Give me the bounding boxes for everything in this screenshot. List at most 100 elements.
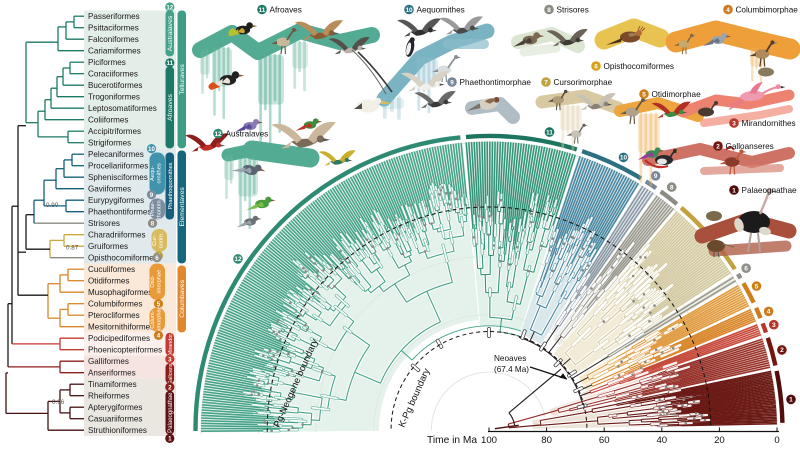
- svg-text:Passeriformes: Passeriformes: [88, 12, 140, 21]
- svg-text:8: 8: [670, 184, 674, 191]
- svg-text:Phaethontimorphae: Phaethontimorphae: [460, 78, 532, 87]
- svg-text:(67.4 Ma): (67.4 Ma): [494, 365, 529, 374]
- svg-text:5: 5: [755, 283, 759, 290]
- svg-text:3: 3: [168, 356, 172, 363]
- svg-text:0.90: 0.90: [46, 202, 59, 209]
- svg-text:Opisthocomiformes: Opisthocomiformes: [604, 62, 675, 71]
- svg-text:sorim.: sorim.: [159, 232, 165, 248]
- svg-text:Australaves: Australaves: [226, 130, 269, 139]
- svg-text:Trogoniformes: Trogoniformes: [88, 93, 140, 102]
- svg-text:Columbimorphae: Columbimorphae: [736, 6, 799, 15]
- svg-text:Telluraves: Telluraves: [179, 64, 186, 95]
- svg-text:Columbiformes: Columbiformes: [88, 300, 142, 309]
- svg-text:20: 20: [714, 435, 725, 446]
- svg-text:Phae-: Phae-: [150, 201, 156, 216]
- svg-text:Neoaves: Neoaves: [494, 354, 526, 363]
- svg-text:6: 6: [594, 63, 598, 70]
- svg-text:Mirandor.: Mirandor.: [168, 333, 174, 355]
- svg-text:Gaviiformes: Gaviiformes: [88, 185, 131, 194]
- svg-text:8: 8: [151, 221, 155, 228]
- svg-text:11: 11: [259, 7, 266, 14]
- svg-text:Leptosomatiformes: Leptosomatiformes: [88, 104, 157, 113]
- svg-text:1: 1: [789, 397, 793, 404]
- svg-text:imorphae: imorphae: [157, 270, 163, 294]
- svg-text:Musophagiformes: Musophagiformes: [88, 288, 152, 297]
- svg-text:Phaethontiformes: Phaethontiformes: [88, 208, 151, 217]
- svg-text:0.96: 0.96: [52, 399, 65, 406]
- svg-text:2: 2: [780, 347, 784, 354]
- svg-text:3: 3: [732, 120, 736, 127]
- svg-text:Strisores: Strisores: [557, 6, 589, 15]
- svg-text:Afroaves: Afroaves: [167, 93, 174, 120]
- svg-text:Galloanseres: Galloanseres: [726, 142, 774, 151]
- svg-text:Gruiformes: Gruiformes: [88, 242, 128, 251]
- svg-text:4: 4: [767, 309, 771, 316]
- svg-text:Sphenisciformes: Sphenisciformes: [88, 173, 148, 182]
- svg-text:5: 5: [642, 91, 646, 98]
- svg-text:Time in Ma: Time in Ma: [427, 435, 477, 446]
- svg-text:6: 6: [744, 266, 748, 273]
- svg-text:Aequ-: Aequ-: [150, 166, 156, 181]
- svg-text:ornithes: ornithes: [157, 163, 163, 183]
- svg-text:6: 6: [155, 255, 159, 262]
- svg-text:Galloans.: Galloans.: [168, 362, 174, 385]
- svg-text:40: 40: [656, 435, 667, 446]
- svg-text:Otidiformes: Otidiformes: [88, 277, 129, 286]
- svg-text:Mirandornithes: Mirandornithes: [742, 119, 796, 128]
- svg-text:10: 10: [405, 7, 413, 14]
- svg-text:12: 12: [214, 131, 222, 138]
- svg-text:Cursorimorphae: Cursorimorphae: [554, 78, 613, 87]
- svg-text:thontim.: thontim.: [157, 198, 163, 219]
- svg-text:Pterocliformes: Pterocliformes: [88, 311, 140, 320]
- svg-text:Cuculiformes: Cuculiformes: [88, 265, 135, 274]
- svg-text:8: 8: [547, 7, 551, 14]
- svg-text:Phaethoquornithes: Phaethoquornithes: [168, 162, 174, 209]
- svg-text:Afroaves: Afroaves: [270, 6, 302, 15]
- svg-text:60: 60: [599, 435, 610, 446]
- svg-text:Cariamiformes: Cariamiformes: [88, 47, 141, 56]
- svg-text:Procellariiformes: Procellariiformes: [88, 162, 148, 171]
- svg-text:11: 11: [546, 129, 553, 136]
- svg-text:12: 12: [234, 256, 242, 263]
- svg-text:Rheiformes: Rheiformes: [88, 392, 129, 401]
- svg-text:Tinamiformes: Tinamiformes: [88, 380, 137, 389]
- svg-text:Phoenicopteriformes: Phoenicopteriformes: [88, 346, 162, 355]
- svg-text:Otidimorphae: Otidimorphae: [652, 90, 702, 99]
- svg-text:Colum-: Colum-: [150, 310, 156, 328]
- svg-text:0: 0: [774, 435, 779, 446]
- svg-text:1: 1: [168, 436, 172, 443]
- svg-text:Pelecaniformes: Pelecaniformes: [88, 150, 144, 159]
- svg-text:Casuariiformes: Casuariiformes: [88, 415, 142, 424]
- svg-text:Piciformes: Piciformes: [88, 58, 126, 67]
- svg-text:Bucerotiformes: Bucerotiformes: [88, 81, 142, 90]
- svg-text:9: 9: [654, 173, 658, 180]
- svg-text:4: 4: [726, 7, 730, 14]
- svg-text:Apterygiformes: Apterygiformes: [88, 403, 142, 412]
- svg-text:Eurypygiformes: Eurypygiformes: [88, 196, 144, 205]
- svg-text:4: 4: [157, 333, 161, 340]
- svg-text:Accipitriformes: Accipitriformes: [88, 127, 141, 136]
- svg-text:bimorphae: bimorphae: [157, 306, 163, 333]
- svg-text:Australaves: Australaves: [167, 15, 174, 51]
- svg-text:Psittaciformes: Psittaciformes: [88, 24, 139, 33]
- svg-text:Palaeognathae: Palaeognathae: [742, 186, 798, 195]
- svg-text:2: 2: [168, 384, 172, 391]
- svg-text:10: 10: [148, 146, 155, 153]
- svg-text:Coliiformes: Coliiformes: [88, 116, 128, 125]
- svg-text:Galliformes: Galliformes: [88, 357, 129, 366]
- svg-text:Anseriformes: Anseriformes: [88, 369, 136, 378]
- svg-text:Strisores: Strisores: [88, 219, 120, 228]
- svg-text:Palaeognathae: Palaeognathae: [168, 392, 174, 433]
- svg-text:Falconiformes: Falconiformes: [88, 35, 139, 44]
- svg-text:Strigiformes: Strigiformes: [88, 139, 131, 148]
- svg-text:7: 7: [544, 79, 548, 86]
- svg-text:Podicipediformes: Podicipediformes: [88, 334, 150, 343]
- svg-text:2: 2: [716, 143, 720, 150]
- svg-text:Elementaves: Elementaves: [179, 187, 186, 227]
- svg-text:9: 9: [450, 79, 454, 86]
- svg-text:80: 80: [541, 435, 552, 446]
- svg-text:1: 1: [732, 187, 736, 194]
- svg-text:9: 9: [150, 192, 154, 199]
- svg-text:0.87: 0.87: [66, 245, 79, 252]
- svg-text:Otid-: Otid-: [150, 275, 156, 287]
